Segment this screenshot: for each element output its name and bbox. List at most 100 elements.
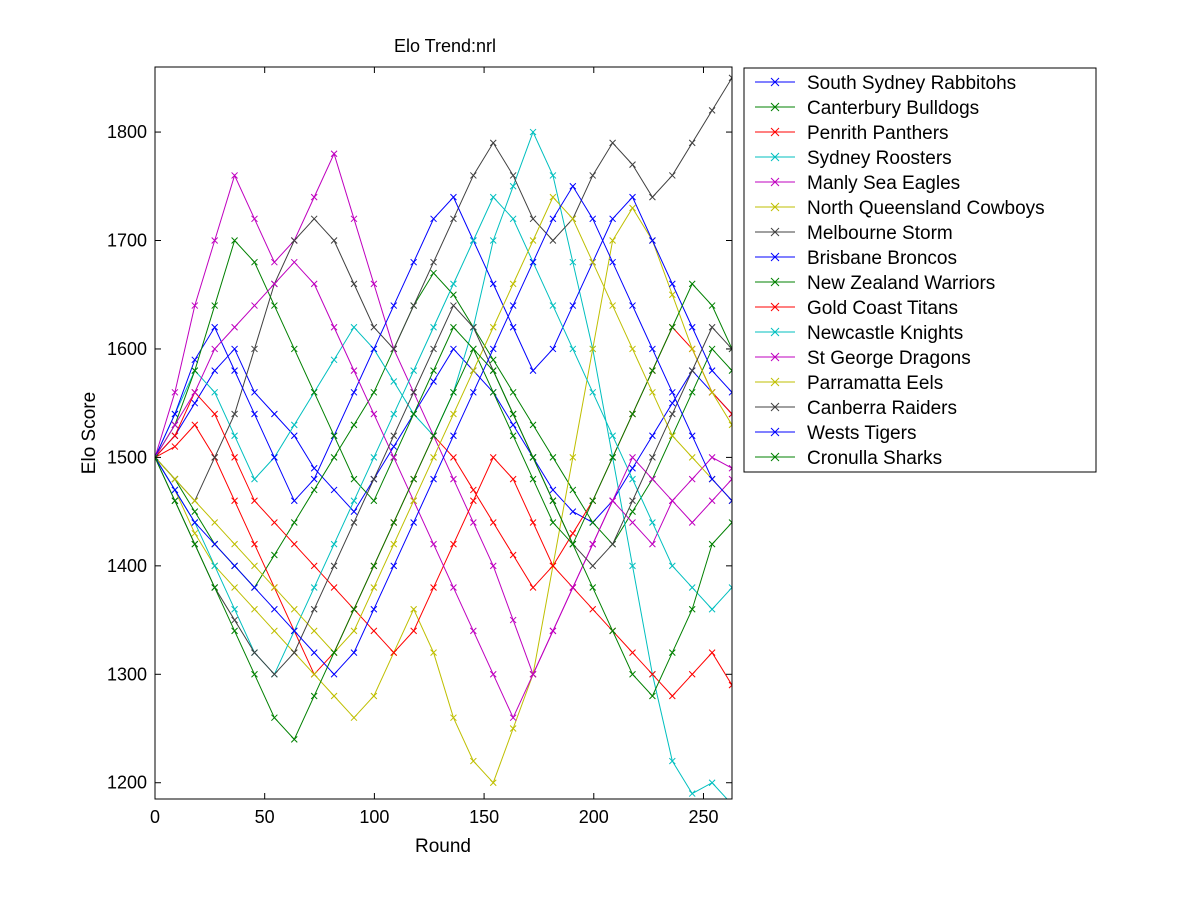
series-point: [350, 215, 358, 223]
series-point: [251, 302, 258, 309]
series-point: [251, 215, 258, 223]
series-point: [649, 367, 656, 374]
series-point: [708, 388, 716, 396]
series-point: [271, 519, 278, 526]
series-point: [410, 605, 418, 613]
series-point: [350, 605, 358, 613]
y-tick-label: 1700: [107, 231, 147, 251]
series-point: [271, 454, 278, 461]
series-point: [310, 486, 318, 494]
series-line: [155, 304, 732, 676]
series-point: [450, 454, 457, 461]
series-point: [629, 670, 636, 678]
series-line: [155, 261, 732, 719]
x-tick-label: 150: [469, 807, 499, 827]
series-line: [155, 348, 732, 741]
x-tick-label: 50: [255, 807, 275, 827]
series-point: [231, 540, 238, 548]
series-point: [350, 714, 358, 722]
series-point: [450, 291, 457, 299]
series-point: [450, 302, 457, 309]
series-point: [330, 486, 338, 494]
series-point: [529, 519, 537, 526]
series-point: [469, 627, 477, 635]
series-point: [489, 454, 497, 461]
series-point: [489, 139, 497, 147]
legend-label: Sydney Roosters: [807, 148, 952, 169]
series-point: [688, 605, 696, 613]
series-point: [390, 649, 398, 656]
series-point: [191, 519, 199, 526]
series-point: [310, 562, 318, 570]
series-point: [609, 302, 616, 309]
series-point: [708, 649, 716, 656]
plot-area: 0 50 100 150 200 250 1200 1300 1400 1500 1600 1700…: [107, 66, 733, 827]
series-point: [509, 215, 517, 223]
series-point: [668, 410, 676, 418]
series-point: [609, 258, 616, 266]
series-point: [231, 605, 238, 613]
series-point: [589, 562, 597, 570]
series-point: [390, 562, 398, 570]
series-point: [410, 388, 418, 396]
y-tick-label: 1500: [107, 447, 147, 467]
series-point: [649, 540, 656, 548]
series-point: [430, 584, 437, 591]
series-point: [489, 356, 497, 364]
series-15: [155, 345, 732, 743]
series-point: [251, 497, 258, 505]
series-point: [350, 388, 358, 396]
series-point: [310, 627, 318, 635]
series-point: [410, 627, 418, 635]
series-point: [688, 345, 696, 353]
series-point: [450, 280, 457, 288]
series-point: [370, 497, 378, 505]
series-point: [668, 497, 676, 505]
series-point: [589, 497, 597, 505]
series-point: [450, 714, 457, 722]
series-line: [155, 196, 732, 654]
series-point: [271, 258, 278, 266]
series-point: [330, 454, 338, 461]
series-point: [529, 215, 537, 223]
series-point: [310, 584, 318, 591]
series-point: [310, 605, 318, 613]
series-point: [728, 519, 732, 526]
series-point: [310, 388, 318, 396]
series-point: [450, 323, 457, 331]
series-point: [231, 616, 238, 624]
series-point: [549, 172, 557, 179]
series-point: [171, 388, 179, 396]
series-point: [310, 670, 318, 678]
series-point: [251, 345, 258, 353]
series-point: [330, 237, 338, 244]
series-point: [231, 497, 238, 505]
series-point: [589, 584, 597, 591]
series-point: [708, 345, 716, 353]
series-point: [688, 790, 696, 797]
series-point: [211, 388, 219, 396]
series-point: [609, 139, 616, 147]
series-point: [171, 486, 179, 494]
series-point: [231, 323, 238, 331]
series-point: [330, 432, 338, 440]
series-point: [430, 258, 437, 266]
series-point: [370, 388, 378, 396]
series-point: [410, 258, 418, 266]
y-tick-label: 1800: [107, 122, 147, 142]
series-point: [430, 649, 437, 656]
series-point: [688, 367, 696, 374]
series-point: [390, 443, 398, 450]
legend-entry: St George Dragons: [755, 348, 971, 369]
series-point: [211, 454, 219, 461]
series-point: [191, 302, 199, 309]
series-point: [688, 519, 696, 526]
series-point: [370, 323, 378, 331]
series-point: [728, 421, 732, 429]
series-point: [191, 497, 199, 505]
series-point: [410, 475, 418, 483]
series-point: [688, 584, 696, 591]
y-tick-label: 1300: [107, 664, 147, 684]
series-point: [529, 454, 537, 461]
